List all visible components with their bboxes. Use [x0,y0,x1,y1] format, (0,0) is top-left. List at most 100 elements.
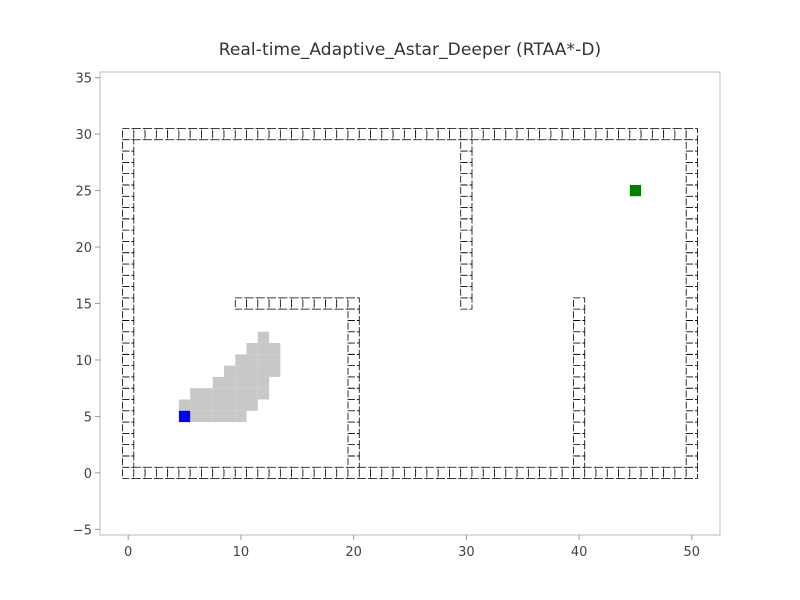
obstacle-cell [347,320,360,333]
obstacle-cell [122,308,135,321]
obstacle-cell [234,128,247,141]
obstacle-cell [122,240,135,254]
obstacle-cell [347,466,360,479]
visited-cell [269,365,281,377]
obstacle-cell [122,229,135,242]
visited-cell [212,399,224,411]
obstacle-cell [347,297,360,310]
obstacle-cell [325,297,338,310]
obstacle-cell [347,365,360,378]
obstacle-cell [122,353,135,367]
markers [178,184,642,423]
obstacle-cell [494,128,507,141]
obstacle-cell [178,466,191,479]
obstacle-cell [122,342,135,355]
visited-cell [190,399,202,411]
obstacle-cell [122,444,135,457]
visited-cell [235,410,247,423]
obstacle-cell [618,128,631,141]
obstacle-cell [370,128,383,141]
obstacle-cell [663,128,676,141]
obstacle-cell [403,128,417,141]
obstacle-cell [246,466,259,479]
obstacle-cell [663,466,676,479]
obstacle-cell [685,365,698,378]
visited-cell [246,365,258,377]
x-tick-label: 0 [124,545,132,560]
obstacle-cell [291,128,304,141]
obstacle-cell [223,466,236,479]
visited-cell [257,376,270,389]
obstacle-cell [381,128,394,141]
obstacle-cell [122,297,135,310]
visited-cell [224,410,236,423]
obstacle-cell [573,421,586,434]
obstacle-cell [122,387,135,400]
obstacle-cell [144,466,157,479]
axes: 0 10 20 30 40 50 −5 0 5 10 15 20 25 30 35 [73,72,700,560]
obstacle-cell [279,466,293,479]
obstacle-cell [347,421,360,434]
obstacle-cell [685,173,698,186]
y-tick-label: 20 [75,241,92,256]
visited-cell [257,343,270,355]
visited-cell [212,376,224,389]
obstacle-cell [347,432,360,446]
obstacle-cell [370,466,383,479]
obstacle-cell [415,466,428,479]
visited-cell [201,388,213,400]
visited-cell [269,354,281,366]
obstacle-cell [460,139,473,152]
obstacle-cell [685,308,698,321]
obstacle-cell [347,331,360,344]
obstacle-cell [584,466,597,479]
obstacle-cell [573,353,586,367]
obstacle-cell [122,207,135,220]
obstacle-cell [573,387,586,400]
obstacle-cell [437,466,450,479]
visited-cell [235,388,247,400]
obstacle-cell [539,128,552,141]
obstacle-cell [573,376,586,389]
visited-cell [190,388,202,400]
obstacle-cell [403,466,417,479]
obstacle-cell [629,466,642,479]
obstacle-cell [426,128,439,141]
obstacle-cell [347,376,360,389]
obstacle-cell [449,128,462,141]
obstacle-cell [201,128,214,141]
obstacle-cell [584,128,597,141]
obstacle-cell [347,410,360,423]
obstacle-cell [685,286,698,299]
obstacle-cell [482,128,495,141]
obstacle-cell [415,128,428,141]
visited-cell [235,365,247,377]
obstacle-cell [155,128,169,141]
obstacle-cell [449,466,462,479]
obstacle-cell [246,128,259,141]
visited-cell [257,365,270,377]
obstacle-cell [122,331,135,344]
visited-cell [201,410,213,423]
obstacle-cell [460,184,473,197]
obstacle-cell [573,308,586,321]
visited-cell [212,388,224,400]
obstacle-cell [347,444,360,457]
obstacle-cell [212,128,225,141]
obstacle-cell [561,466,574,479]
obstacle-cell [347,342,360,355]
visited-cell [224,388,236,400]
obstacle-cell [201,466,214,479]
obstacle-cell [640,128,653,141]
y-tick-label: 5 [84,410,92,425]
obstacle-cell [155,466,169,479]
visited-cell [178,399,191,411]
obstacle-cell [336,466,349,479]
obstacle-cell [122,252,135,265]
obstacle-cell [460,466,473,479]
obstacle-cell [685,128,698,141]
obstacle-cell [573,128,586,141]
obstacle-cell [347,455,360,468]
obstacle-cell [347,399,360,412]
